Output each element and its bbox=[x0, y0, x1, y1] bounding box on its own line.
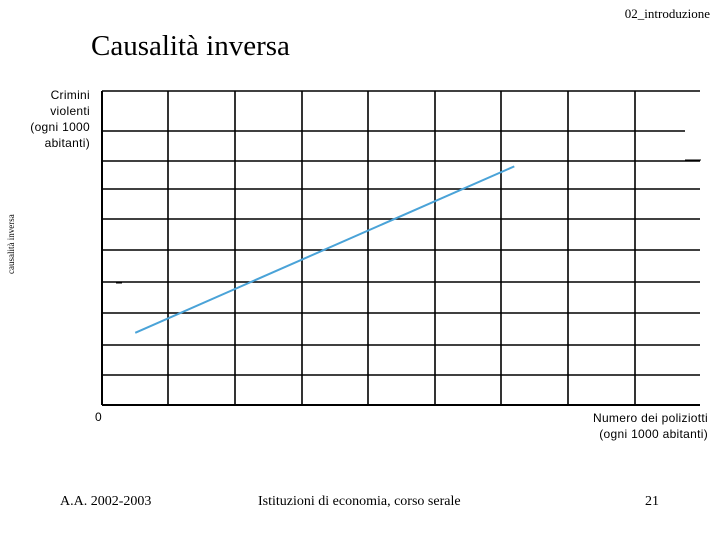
footer-course: Istituzioni di economia, corso serale bbox=[258, 494, 461, 509]
section-header: 02_introduzione bbox=[624, 6, 710, 21]
footer-year: A.A. 2002-2003 bbox=[60, 494, 152, 509]
origin-label: 0 bbox=[95, 410, 102, 424]
series-group bbox=[134, 165, 515, 334]
x-axis-label: Numero dei poliziotti (ogni 1000 abitant… bbox=[592, 411, 708, 441]
page-number: 21 bbox=[645, 494, 659, 509]
slide-title: Causalità inversa bbox=[91, 30, 290, 62]
grid-lines bbox=[101, 90, 701, 406]
y-axis-label: Crimini violenti (ogni 1000 abitanti) bbox=[30, 88, 90, 150]
series-line bbox=[134, 165, 515, 334]
